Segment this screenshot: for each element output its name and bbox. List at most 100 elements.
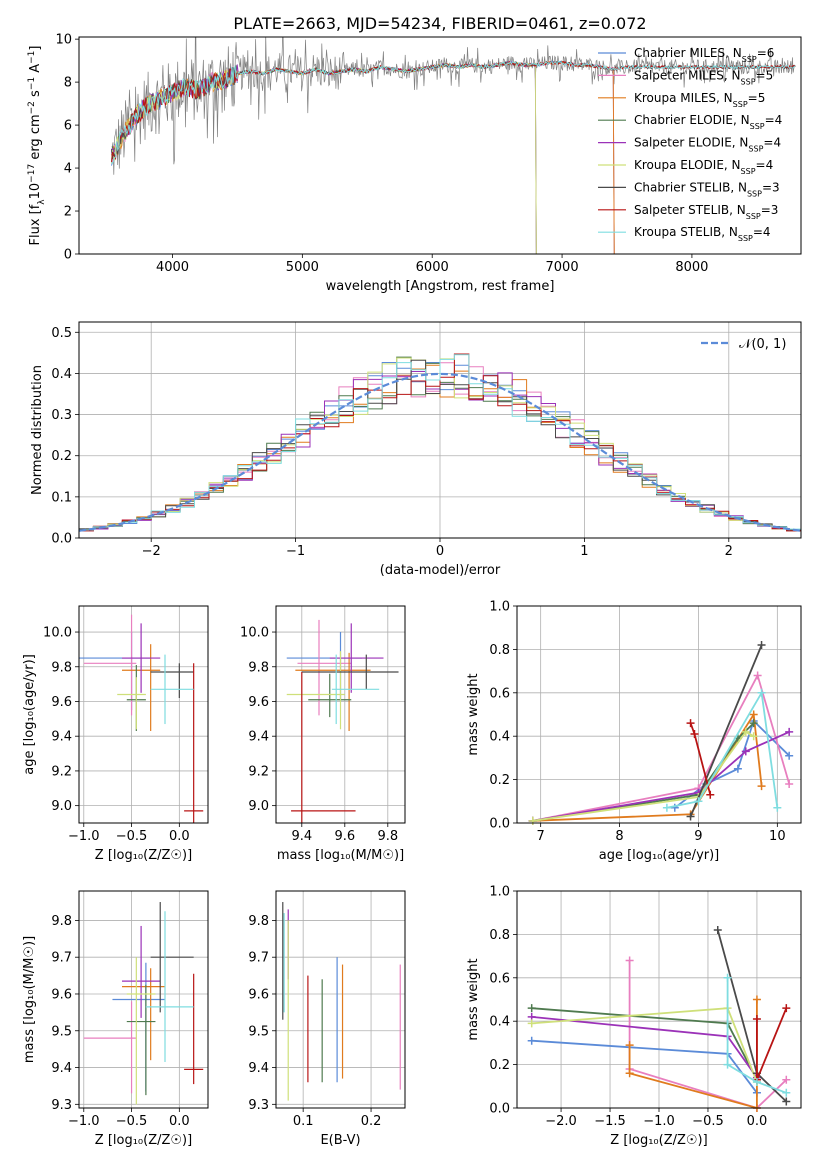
mass_vs_Z-panel: −1.0 −0.5 0.0 9.3 9.4 9.5 9.6 9.7 9.8 Z [log₁₀(Z/… <box>22 890 209 1148</box>
axes-frame <box>78 321 802 539</box>
y-tick-label: 9.4 <box>51 730 72 745</box>
y-tick-label: 9.4 <box>51 1061 72 1076</box>
weight-series-line <box>756 1007 788 1081</box>
x-tick-label: −1 <box>286 544 305 559</box>
y-tick-label: 8 <box>64 76 72 91</box>
y-tick-label: 0.0 <box>51 532 72 547</box>
weight-point <box>749 719 758 728</box>
weight-series-line <box>628 999 758 1110</box>
legend-entry: Chabrier STELIB, NSSP=3 <box>634 180 780 198</box>
weight-point <box>752 995 761 1004</box>
weight-point <box>752 1077 761 1086</box>
weight-point <box>625 956 634 965</box>
x-tick-label: −1.0 <box>643 1114 675 1129</box>
legend-entry: Kroupa ELODIE, NSSP=4 <box>634 158 773 176</box>
weight-series-line <box>531 1039 758 1094</box>
x-tick-label: 0.2 <box>361 1114 382 1129</box>
y-tick-label: 0.0 <box>489 817 510 832</box>
y-tick-label: 9.4 <box>248 1061 269 1076</box>
x-tick-label: 5000 <box>286 260 319 275</box>
weight-point <box>670 803 679 812</box>
weight-series-line <box>531 1016 758 1079</box>
x-tick-label: −0.5 <box>116 1114 148 1129</box>
y-tick-label: 10.0 <box>43 626 72 641</box>
weight-point <box>713 926 722 935</box>
x-tick-label: 7000 <box>546 260 579 275</box>
x-tick-label: −0.5 <box>116 829 148 844</box>
axes-frame <box>275 890 406 1109</box>
x-axis-label: wavelength [Angstrom, rest frame] <box>326 279 555 294</box>
y-tick-label: 9.5 <box>51 1024 72 1039</box>
weight-point <box>528 816 537 825</box>
x-tick-label: −0.5 <box>692 1114 724 1129</box>
weight-series-line <box>532 722 755 822</box>
axes-frame <box>516 605 802 824</box>
y-tick-label: 9.2 <box>248 764 269 779</box>
x-axis-label: age [log₁₀(age/yr)] <box>599 848 720 863</box>
normal-curve <box>79 372 801 532</box>
weight_vs_age-panel: 7 8 9 10 0.0 0.2 0.4 0.6 0.8 1.0 age [log₁₀(age/yr… <box>466 600 802 863</box>
weight-series-line <box>628 960 787 1110</box>
y-tick-label: 9.5 <box>248 1024 269 1039</box>
spectrum-panel: 4000 5000 6000 7000 8000 0 2 4 6 8 10 wavelength [A… <box>27 33 802 294</box>
weight-point <box>686 812 695 821</box>
weight-point <box>782 1075 791 1084</box>
weight-series-line <box>666 690 779 809</box>
age_vs_mass-panel: 9.4 9.6 9.8 9.0 9.2 9.4 9.6 9.8 10.0 mass [log₁₀(… <box>240 605 406 863</box>
y-axis-label: Normed distribution <box>30 365 45 495</box>
y-tick-label: 4 <box>64 162 72 177</box>
weight-series-line <box>689 644 763 817</box>
axes-frame <box>78 890 209 1109</box>
histogram-step <box>79 354 801 533</box>
y-tick-label: 9.6 <box>51 695 72 710</box>
x-tick-label: 0.0 <box>169 1114 190 1129</box>
legend-entry: Salpeter ELODIE, NSSP=4 <box>634 136 781 154</box>
legend-entry: Chabrier ELODIE, NSSP=4 <box>634 113 782 131</box>
weight-point <box>690 730 699 739</box>
weight-series-line <box>531 1007 758 1083</box>
y-tick-label: 0.0 <box>489 1102 510 1117</box>
x-tick-label: −2.0 <box>545 1114 577 1129</box>
legend-entry: Chabrier MILES, NSSP=6 <box>634 46 774 64</box>
x-tick-label: 9.8 <box>377 829 398 844</box>
x-tick-label: 8 <box>615 829 623 844</box>
y-axis-label: Flux [fλ10−17 erg cm−2 s−1 A−1] <box>27 46 47 246</box>
x-axis-label: Z [log₁₀(Z/Z☉)] <box>610 1133 707 1148</box>
y-tick-label: 9.8 <box>248 914 269 929</box>
weight-point <box>773 803 782 812</box>
y-tick-label: 1.0 <box>489 885 510 900</box>
y-tick-label: 0.8 <box>489 643 510 658</box>
x-tick-label: 4000 <box>156 260 189 275</box>
y-tick-label: 0.3 <box>51 408 72 423</box>
x-tick-label: 0.0 <box>169 829 190 844</box>
y-tick-label: 0.4 <box>489 730 510 745</box>
x-axis-label: mass [log₁₀(M/M☉)] <box>277 848 404 863</box>
x-tick-label: 8000 <box>675 260 708 275</box>
y-tick-label: 2 <box>64 205 72 220</box>
weight-point <box>662 803 671 812</box>
x-tick-label: 0.0 <box>747 1114 768 1129</box>
y-tick-label: 9.8 <box>51 660 72 675</box>
weight-series-line <box>532 673 791 822</box>
x-axis-label: E(B-V) <box>320 1133 360 1148</box>
legend-entry: 𝒩(0, 1) <box>739 337 786 352</box>
y-tick-label: 0 <box>64 248 72 263</box>
weight-point <box>527 1036 536 1045</box>
y-tick-label: 6 <box>64 119 72 134</box>
axes-frame <box>516 890 802 1109</box>
weight-point <box>527 1019 536 1028</box>
weight-point <box>741 727 750 736</box>
weight-point <box>782 1097 791 1106</box>
y-tick-label: 9.0 <box>248 799 269 814</box>
weight-series-line <box>532 730 755 822</box>
y-tick-label: 9.0 <box>51 799 72 814</box>
x-tick-label: 9 <box>694 829 702 844</box>
weight-point <box>757 641 766 650</box>
mass-vs-ebv-panel: 0.1 0.2 9.3 9.4 9.5 9.6 9.7 9.8 E(B-V) <box>248 890 406 1148</box>
x-tick-label: −1.5 <box>594 1114 626 1129</box>
weight-point <box>757 688 766 697</box>
weight-point <box>782 1004 791 1013</box>
weight-point <box>785 779 794 788</box>
weight-point <box>723 973 732 982</box>
